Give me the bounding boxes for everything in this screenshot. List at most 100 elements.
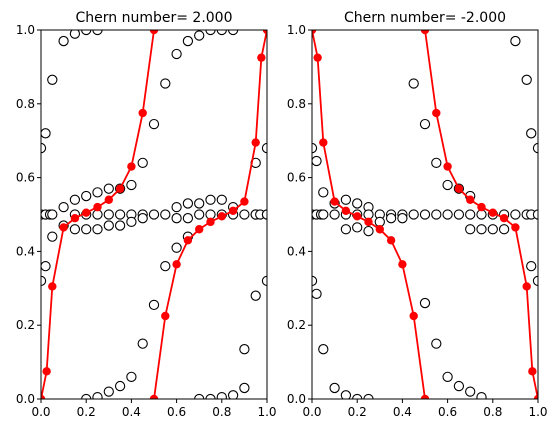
wannier-point (488, 208, 497, 217)
band-point (487, 224, 498, 235)
wannier-point (195, 225, 204, 234)
band-point (137, 338, 148, 349)
band-point (239, 382, 250, 394)
wannier-point (82, 208, 91, 217)
band-point (171, 201, 182, 213)
wannier-point (528, 367, 537, 376)
band-point (352, 222, 363, 233)
wannier-point (511, 223, 520, 232)
wannier-point (240, 197, 249, 206)
band-point (476, 224, 487, 235)
y-tick-label: 0.8 (287, 97, 306, 111)
band-point (312, 275, 318, 287)
band-point (312, 288, 322, 299)
band-point (532, 275, 538, 287)
wannier-point (420, 394, 430, 399)
band-point (171, 48, 182, 60)
wannier-point (375, 225, 384, 234)
band-point (431, 338, 442, 349)
band-point (41, 261, 51, 272)
band-point (126, 371, 137, 383)
band-point (510, 35, 521, 47)
plot-area (41, 30, 267, 399)
band-point (205, 194, 216, 205)
band-point (58, 35, 69, 47)
band-point (532, 142, 538, 154)
wannier-point (353, 212, 362, 221)
wannier-line (153, 30, 267, 399)
x-tick-label: 0.8 (212, 405, 231, 419)
wannier-point (262, 30, 267, 35)
band-point (103, 386, 114, 397)
wannier-line (424, 30, 538, 399)
band-point (526, 128, 537, 139)
x-tick-label: 0.0 (31, 405, 50, 419)
chart-title: Chern number= 2.000 (76, 10, 233, 26)
band-point (41, 128, 51, 139)
x-axis-ticks: 0.0 0.2 0.4 0.6 0.8 1.0 (302, 399, 548, 419)
band-point (397, 213, 408, 224)
band-point (194, 209, 205, 220)
x-tick-label: 0.8 (483, 405, 502, 419)
band-point (442, 371, 453, 383)
band-point (419, 209, 431, 220)
y-tick-label: 1.0 (287, 23, 306, 37)
band-point (92, 224, 103, 235)
wannier-point (217, 212, 226, 221)
band-point (92, 30, 103, 36)
plot-area (312, 30, 538, 399)
y-tick-label: 0.0 (16, 392, 35, 406)
band-point (239, 209, 250, 220)
band-point (194, 198, 205, 209)
band-point (431, 209, 442, 220)
band-point (453, 380, 465, 392)
wannier-point (161, 311, 170, 321)
wannier-point (499, 213, 509, 223)
y-tick-label: 0.2 (16, 318, 35, 332)
x-tick-label: 1.0 (257, 405, 276, 419)
band-point (103, 220, 114, 231)
x-tick-label: 0.0 (302, 405, 321, 419)
wannier-line (41, 30, 155, 399)
band-point (340, 390, 352, 399)
band-point (148, 299, 160, 311)
band-point (137, 157, 148, 168)
y-tick-label: 0.0 (287, 392, 306, 406)
band-point (81, 224, 92, 235)
band-point (329, 209, 340, 220)
x-tick-label: 0.2 (77, 405, 96, 419)
y-tick-label: 0.2 (287, 318, 306, 332)
band-point (126, 179, 137, 191)
y-tick-label: 0.8 (16, 97, 35, 111)
wannier-point (454, 184, 464, 193)
x-tick-label: 1.0 (528, 405, 547, 419)
band-point (442, 179, 453, 191)
band-point (239, 344, 250, 355)
band-point (227, 390, 239, 399)
chart-panel-left: Chern number= 2.000 0.0 0.2 0.4 0.6 0.8 1.0 0… (16, 10, 277, 419)
band-point (419, 297, 431, 309)
wannier-point (93, 202, 102, 212)
wannier-point (115, 184, 125, 193)
band-point (363, 225, 374, 237)
wannier-point (104, 195, 114, 204)
band-point (92, 187, 103, 198)
band-point (160, 209, 171, 220)
wannier-point (251, 138, 260, 147)
band-point (453, 209, 465, 220)
band-point (329, 382, 340, 394)
band-point (312, 155, 322, 167)
band-point (114, 380, 126, 392)
band-point (521, 74, 532, 85)
wannier-point (41, 394, 46, 399)
wannier-point (257, 53, 266, 62)
band-point (532, 209, 538, 220)
band-point (171, 213, 182, 224)
wannier-point (341, 206, 351, 216)
chart-panel-right: Chern number= -2.000 0.0 0.2 0.4 0.6 0.8 1.0 … (287, 10, 548, 419)
band-point (498, 224, 510, 235)
wannier-point (149, 394, 159, 399)
wannier-point (70, 213, 80, 223)
band-point (114, 220, 126, 231)
x-tick-label: 0.4 (122, 405, 141, 419)
